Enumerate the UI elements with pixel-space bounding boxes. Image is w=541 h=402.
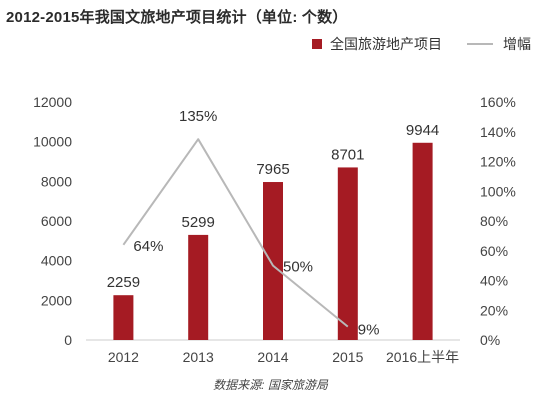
y-left-tick-label: 10000 <box>33 134 72 150</box>
bar-value-label: 8701 <box>331 146 364 163</box>
y-left-tick-label: 8000 <box>41 173 72 189</box>
y-right-tick-label: 20% <box>480 302 508 318</box>
legend-label-line: 增幅 <box>503 36 531 52</box>
y-right-tick-label: 0% <box>480 332 500 348</box>
bar-value-label: 5299 <box>182 214 215 231</box>
y-right-tick-label: 60% <box>480 243 508 259</box>
growth-value-label: 9% <box>358 322 380 339</box>
x-tick-label: 2015 <box>332 349 363 365</box>
y-right-tick-label: 140% <box>480 124 516 140</box>
y-left-tick-label: 12000 <box>33 94 72 110</box>
x-tick-label: 2016上半年 <box>386 349 459 365</box>
x-tick-label: 2013 <box>183 349 214 365</box>
x-tick-label: 2014 <box>257 349 288 365</box>
legend-item-line: 增幅 <box>467 34 531 54</box>
bar-value-label: 9944 <box>406 122 439 139</box>
growth-value-label: 135% <box>179 108 217 125</box>
y-left-tick-label: 2000 <box>41 292 72 308</box>
legend-item-bar: 全国旅游地产项目 <box>312 34 442 54</box>
y-right-tick-label: 120% <box>480 154 516 170</box>
y-right-tick-label: 160% <box>480 94 516 110</box>
bar <box>412 142 433 340</box>
legend-swatch-line <box>467 43 493 45</box>
bar <box>188 234 209 340</box>
y-left-tick-label: 0 <box>64 332 72 348</box>
source-note: 数据来源: 国家旅游局 <box>213 378 328 392</box>
bar-value-label: 2259 <box>107 274 140 291</box>
growth-value-label: 64% <box>133 238 163 255</box>
growth-line <box>122 138 349 328</box>
y-right-tick-label: 40% <box>480 273 508 289</box>
bar-value-label: 7965 <box>256 161 289 178</box>
legend-swatch-bar <box>312 39 322 49</box>
y-right-tick-label: 80% <box>480 213 508 229</box>
chart-title: 2012-2015年我国文旅地产项目统计（单位: 个数） <box>6 9 348 26</box>
y-right-tick-label: 100% <box>480 183 516 199</box>
x-tick-label: 2012 <box>108 349 139 365</box>
legend-label-bar: 全国旅游地产项目 <box>330 36 442 52</box>
legend: 全国旅游地产项目 增幅 <box>0 0 541 60</box>
y-left-tick-label: 4000 <box>41 253 72 269</box>
y-left-tick-label: 6000 <box>41 213 72 229</box>
bar <box>113 295 134 340</box>
growth-value-label: 50% <box>283 259 313 276</box>
bar <box>337 167 358 340</box>
bar <box>263 182 283 340</box>
